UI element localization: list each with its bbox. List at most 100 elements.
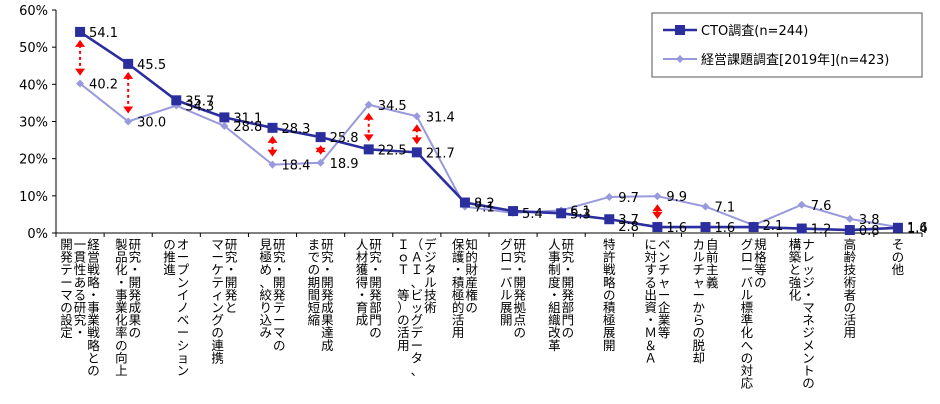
svg-text:に: に [644, 237, 657, 252]
svg-text:技: 技 [844, 262, 857, 277]
svg-text:部: 部 [562, 300, 575, 315]
svg-text:ー: ー [692, 287, 705, 302]
data-label: 1.6 [715, 221, 736, 236]
svg-text:貫: 貫 [74, 250, 87, 265]
svg-text:の: の [60, 300, 73, 315]
svg-text:マ: マ [211, 237, 224, 252]
svg-text:、: 、 [259, 275, 272, 290]
svg-text:Ｉ: Ｉ [397, 237, 410, 252]
svg-text:ン: ン [802, 350, 815, 365]
svg-text:研: 研 [321, 237, 334, 252]
svg-text:改: 改 [548, 325, 561, 340]
svg-text:業: 業 [115, 300, 128, 315]
svg-text:ら: ら [692, 313, 705, 328]
svg-text:化: 化 [741, 325, 754, 340]
point-cto [75, 26, 86, 37]
svg-text:グ: グ [741, 237, 754, 252]
svg-text:展: 展 [500, 300, 513, 315]
svg-text:許: 許 [603, 250, 616, 265]
svg-text:ｏ: ｏ [397, 250, 410, 265]
svg-text:ジ: ジ [802, 275, 815, 290]
gap-arrow [411, 124, 422, 145]
svg-text:シ: シ [177, 338, 190, 353]
point-survey [605, 192, 614, 201]
svg-text:・: ・ [548, 287, 561, 302]
svg-text:テ: テ [211, 275, 224, 290]
svg-text:ィ: ィ [211, 287, 224, 302]
svg-text:Ｍ: Ｍ [644, 325, 657, 340]
data-label: 1.6 [666, 221, 687, 236]
svg-text:開: 開 [129, 275, 142, 290]
svg-text:一: 一 [74, 237, 87, 252]
svg-text:化: 化 [115, 313, 128, 328]
svg-text:設: 設 [60, 313, 73, 328]
point-survey [412, 112, 421, 121]
svg-text:自: 自 [706, 237, 719, 252]
svg-text:・: ・ [74, 325, 87, 340]
svg-text:デ: デ [424, 237, 437, 252]
data-label: 1.2 [811, 223, 832, 238]
svg-text:携: 携 [211, 350, 224, 365]
svg-text:戦: 戦 [603, 262, 616, 277]
svg-text:製: 製 [115, 237, 128, 252]
svg-text:テ: テ [60, 262, 73, 277]
svg-text:育: 育 [356, 300, 369, 315]
svg-text:ン: ン [211, 300, 224, 315]
svg-text:オ: オ [177, 237, 190, 252]
data-label: 7.1 [715, 201, 736, 216]
svg-text:資: 資 [644, 300, 657, 315]
svg-text:・: ・ [644, 313, 657, 328]
svg-text:保: 保 [452, 237, 465, 252]
svg-text:対: 対 [644, 250, 657, 265]
svg-text:バ: バ [500, 275, 513, 290]
svg-text:築: 築 [789, 250, 802, 265]
svg-text:材: 材 [356, 250, 369, 265]
gap-arrow [363, 112, 374, 142]
data-label: 3.8 [859, 213, 880, 228]
svg-text:め: め [259, 262, 272, 277]
svg-text:研: 研 [74, 300, 87, 315]
svg-text:活: 活 [452, 313, 465, 328]
point-survey [76, 79, 85, 88]
svg-text:主: 主 [706, 262, 719, 277]
svg-text:企: 企 [658, 300, 671, 315]
svg-text:発: 発 [225, 287, 238, 302]
svg-text:積: 積 [603, 300, 616, 315]
svg-text:、: 、 [411, 363, 424, 378]
svg-text:研: 研 [562, 237, 575, 252]
svg-text:研: 研 [514, 237, 527, 252]
point-cto [315, 132, 326, 143]
svg-text:間: 間 [308, 287, 321, 302]
svg-text:グ: グ [411, 313, 424, 328]
svg-text:応: 応 [741, 376, 754, 391]
svg-text:ル: ル [741, 287, 754, 302]
svg-text:ー: ー [658, 287, 671, 302]
legend: CTO調査(n=244) 経営課題調査[2019年](n=423) [651, 12, 923, 78]
svg-text:開: 開 [225, 275, 238, 290]
svg-text:成: 成 [356, 313, 369, 328]
svg-text:発: 発 [60, 250, 73, 265]
svg-text:の: の [163, 237, 176, 252]
data-label: 6.1 [570, 204, 591, 219]
svg-text:連: 連 [211, 338, 224, 353]
svg-text:の: の [115, 338, 128, 353]
point-cto [508, 206, 519, 217]
svg-text:・: ・ [356, 287, 369, 302]
svg-text:発: 発 [129, 287, 142, 302]
svg-text:究: 究 [562, 250, 575, 265]
svg-text:る: る [644, 275, 657, 290]
point-survey [124, 117, 133, 126]
svg-text:開: 開 [273, 275, 286, 290]
svg-text:上: 上 [115, 363, 128, 378]
data-labels: 54.1 45.5 35.7 31.1 28.3 25.8 22.5 21.7 8.2 5.3 3.… [89, 26, 928, 239]
svg-text:ロ: ロ [500, 250, 513, 265]
svg-text:Ｔ: Ｔ [397, 262, 410, 277]
svg-text:知: 知 [465, 237, 478, 252]
point-cto [892, 222, 903, 233]
legend-marker-survey [676, 55, 684, 63]
